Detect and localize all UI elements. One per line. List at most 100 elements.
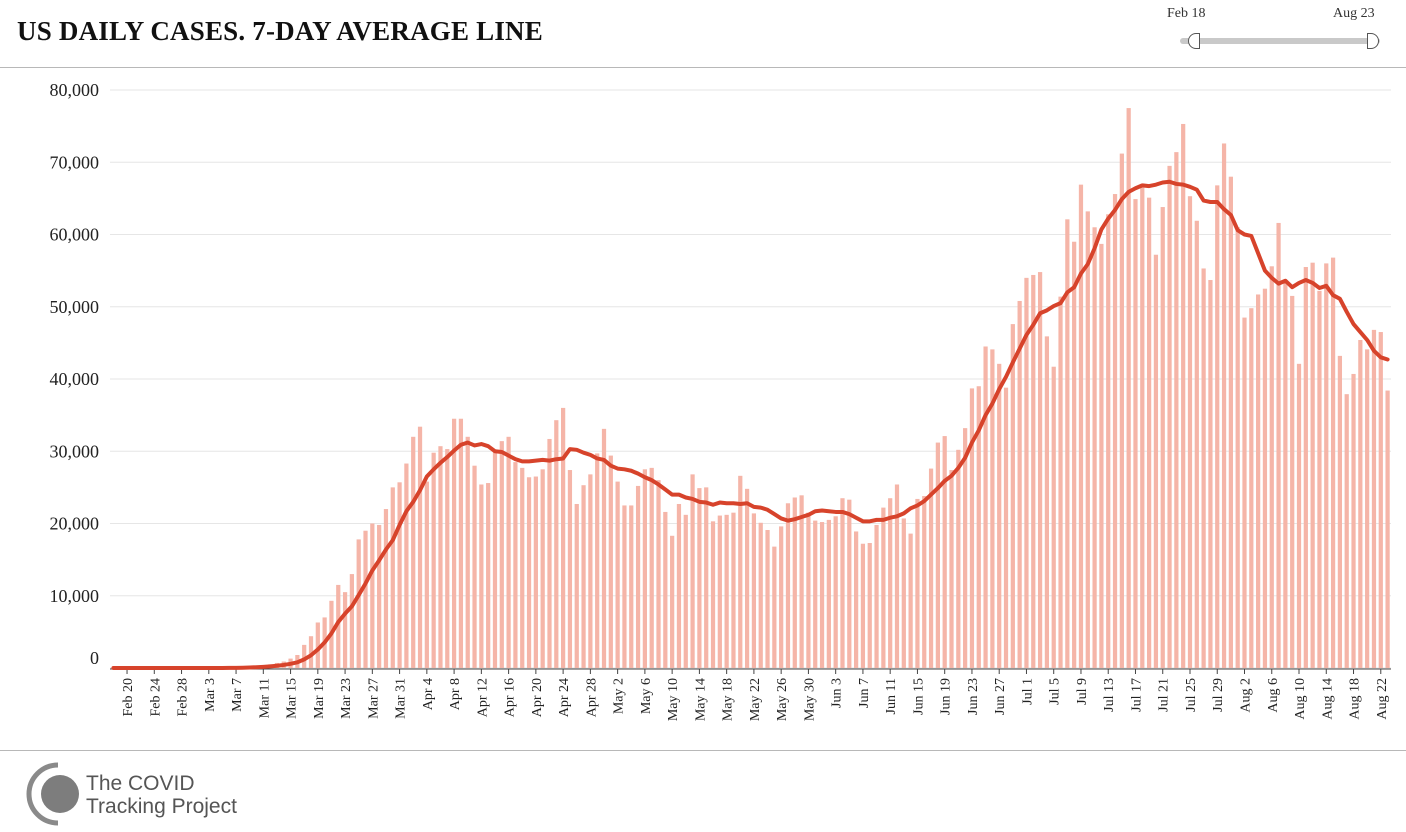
daily-bar (499, 441, 504, 668)
daily-bar (1344, 394, 1349, 668)
daily-bar (363, 530, 368, 668)
footer-divider (0, 750, 1406, 751)
range-start-label: Feb 18 (1167, 6, 1206, 21)
daily-bar (1051, 366, 1056, 668)
daily-bar (1221, 143, 1227, 669)
daily-bar (1249, 308, 1254, 668)
daily-bar (1269, 266, 1274, 668)
daily-bar (1099, 243, 1104, 668)
x-tick-label: Feb 28 (176, 678, 191, 717)
y-tick-label: 0 (90, 648, 99, 668)
daily-bar (506, 436, 511, 668)
x-tick-label: Apr 4 (421, 678, 436, 710)
daily-bar (1181, 123, 1186, 668)
daily-bar (411, 436, 416, 668)
daily-bar (1208, 280, 1213, 668)
daily-bar (1024, 277, 1029, 668)
x-tick-label: Aug 2 (1239, 678, 1254, 713)
y-tick-label: 70,000 (50, 152, 100, 172)
daily-bar (758, 522, 763, 668)
range-end-handle[interactable] (1367, 33, 1379, 49)
daily-bar (949, 470, 954, 668)
daily-bar (417, 426, 423, 668)
daily-bar (1358, 339, 1363, 668)
daily-bar (799, 495, 804, 668)
date-range-slider[interactable] (1180, 38, 1380, 44)
daily-bar (717, 515, 722, 668)
x-tick-label: May 30 (802, 678, 817, 721)
daily-bar (676, 503, 682, 668)
daily-bar (765, 530, 770, 668)
x-tick-label: May 14 (693, 678, 708, 721)
daily-bar (1215, 185, 1220, 668)
daily-bar (710, 521, 716, 668)
daily-bar (1330, 257, 1336, 668)
daily-bar (567, 470, 573, 668)
x-tick-label: Jul 5 (1048, 678, 1063, 705)
x-tick-label: Jun 19 (939, 678, 954, 715)
daily-bar (997, 363, 1002, 668)
y-axis: 0 10,000 20,000 30,000 40,000 50,000 60,000 70,… (50, 80, 100, 668)
x-tick-label: Mar 23 (339, 678, 354, 719)
daily-bar (465, 436, 470, 668)
daily-bar (1242, 317, 1247, 668)
y-tick-label: 20,000 (50, 514, 100, 534)
x-tick-label: Jun 27 (993, 678, 1008, 715)
x-tick-label: Aug 14 (1320, 678, 1335, 720)
x-tick-label: Aug 10 (1293, 678, 1308, 720)
x-tick-label: Mar 7 (230, 678, 245, 712)
x-tick-label: Mar 19 (312, 678, 327, 719)
daily-bar (833, 516, 838, 668)
daily-bar (990, 349, 995, 668)
daily-bar (867, 543, 872, 668)
daily-bar (894, 484, 900, 668)
daily-bar (1365, 349, 1370, 668)
daily-bar (1031, 274, 1036, 668)
daily-bar (1167, 165, 1172, 669)
x-tick-label: May 10 (666, 678, 681, 721)
range-start-handle[interactable] (1188, 33, 1200, 49)
x-tick-label: Jun 15 (911, 678, 926, 715)
daily-bar (1290, 295, 1295, 668)
daily-bar (806, 512, 811, 668)
daily-bar (963, 428, 968, 668)
daily-bar (813, 520, 818, 668)
daily-bar (390, 487, 395, 668)
y-tick-label: 50,000 (50, 297, 100, 317)
daily-bar (1317, 290, 1322, 668)
daily-bar (308, 636, 314, 668)
daily-bar (888, 498, 893, 668)
x-tick-label: Jul 29 (1211, 678, 1226, 712)
y-tick-label: 40,000 (50, 369, 100, 389)
daily-bar (976, 386, 981, 668)
daily-bar (1228, 176, 1233, 668)
daily-bar (1194, 220, 1199, 668)
daily-bar (1003, 387, 1009, 668)
range-end-label: Aug 23 (1333, 6, 1375, 21)
daily-bar (608, 455, 613, 668)
daily-bar (438, 446, 443, 668)
daily-bar (854, 531, 859, 668)
daily-bar (785, 503, 791, 668)
daily-bar (969, 388, 975, 668)
daily-bar (928, 468, 934, 668)
y-tick-label: 10,000 (50, 586, 100, 606)
daily-bar (935, 442, 940, 668)
header-divider (0, 67, 1406, 68)
x-tick-label: May 2 (612, 678, 627, 714)
daily-bar (1262, 288, 1268, 668)
chart-title: US DAILY CASES. 7-DAY AVERAGE LINE (17, 16, 543, 46)
daily-bar (479, 484, 484, 668)
daily-bar (547, 438, 552, 668)
daily-bar (554, 420, 559, 668)
x-tick-label: Jul 13 (1102, 678, 1117, 712)
x-tick-label: Apr 16 (503, 678, 518, 717)
x-tick-label: Jul 21 (1157, 678, 1172, 712)
y-tick-label: 80,000 (50, 80, 100, 100)
daily-bar (486, 483, 491, 668)
x-tick-label: Mar 15 (285, 678, 300, 719)
daily-bar (656, 480, 661, 668)
daily-bar (302, 644, 307, 668)
daily-bar (1072, 241, 1077, 668)
x-tick-label: Mar 3 (203, 678, 218, 712)
